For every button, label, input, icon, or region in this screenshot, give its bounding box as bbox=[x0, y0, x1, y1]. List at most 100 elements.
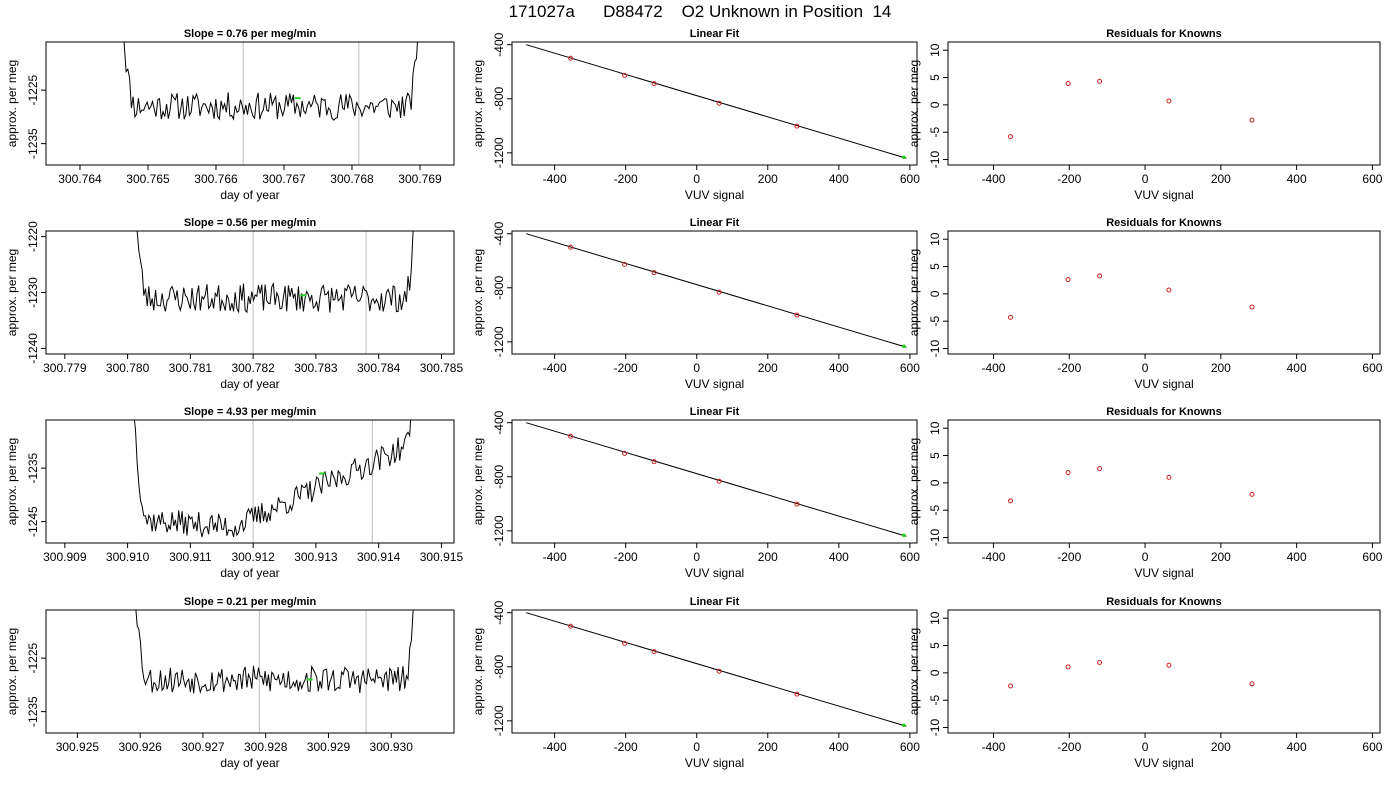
x-tick-label: 0 bbox=[1142, 740, 1149, 754]
x-tick-label: 300.930 bbox=[370, 740, 414, 754]
residual-point bbox=[1008, 134, 1014, 140]
plot-area bbox=[123, 42, 418, 165]
plot-frame bbox=[947, 609, 1381, 734]
plot-frame bbox=[511, 419, 918, 544]
y-tick-label: -400 bbox=[492, 221, 506, 245]
x-tick-label: 600 bbox=[900, 550, 920, 564]
x-tick-label: 300.909 bbox=[43, 550, 87, 564]
y-tick-label: -400 bbox=[492, 32, 506, 56]
y-tick-label: -1235 bbox=[26, 696, 40, 727]
y-axis-label: approx. per meg bbox=[907, 60, 921, 147]
known-point bbox=[794, 312, 800, 318]
panel-trace-row4: Slope = 0.21 per meg/min 300.925 300.926 30… bbox=[5, 596, 455, 770]
y-tick-label: -1220 bbox=[26, 221, 40, 252]
plot-area bbox=[526, 422, 907, 538]
x-tick-label: -200 bbox=[614, 172, 638, 186]
panel-residuals-row1: Residuals for Knowns -400 -200 0 200 400 600 VU… bbox=[907, 28, 1383, 202]
unknown-point bbox=[902, 344, 906, 349]
chart-title: Linear Fit bbox=[690, 406, 740, 418]
y-tick-label: -800 bbox=[492, 464, 506, 488]
plot-area bbox=[135, 610, 414, 733]
x-tick-label: 600 bbox=[900, 740, 920, 754]
x-tick-label: 0 bbox=[1142, 361, 1149, 375]
x-tick-label: 300.910 bbox=[106, 550, 150, 564]
y-tick-label: 10 bbox=[928, 611, 942, 625]
y-tick-label: -400 bbox=[492, 600, 506, 624]
panel-residuals-row2: Residuals for Knowns -400 -200 0 200 400 600 VU… bbox=[907, 217, 1383, 391]
residual-point bbox=[1008, 683, 1014, 689]
plot-frame bbox=[45, 419, 455, 544]
panel-fit-row2: Linear Fit -400 -200 0 200 400 600 VUV signal -4… bbox=[471, 217, 920, 391]
y-tick-label: -1200 bbox=[492, 705, 506, 736]
y-tick-label: 10 bbox=[928, 43, 942, 57]
residual-point bbox=[1249, 304, 1255, 310]
known-point bbox=[716, 478, 722, 484]
x-tick-label: 0 bbox=[693, 172, 700, 186]
panel-fit-row1: Linear Fit -400 -200 0 200 400 600 VUV signal -4… bbox=[471, 28, 920, 202]
plot-area bbox=[526, 612, 907, 728]
y-tick-label: 0 bbox=[928, 290, 942, 297]
plot-frame bbox=[947, 41, 1381, 166]
y-axis-label: approx. per meg bbox=[5, 628, 19, 715]
x-tick-label: 400 bbox=[829, 361, 849, 375]
x-tick-label: 300.913 bbox=[294, 550, 338, 564]
residual-point bbox=[1008, 314, 1014, 320]
signal-trace bbox=[136, 231, 414, 314]
y-axis-label: approx. per meg bbox=[5, 249, 19, 336]
residual-point bbox=[1166, 98, 1172, 104]
x-tick-label: 300.925 bbox=[56, 740, 100, 754]
y-tick-label: -1235 bbox=[26, 128, 40, 159]
y-tick-label: 5 bbox=[928, 452, 942, 459]
x-tick-label: -200 bbox=[614, 740, 638, 754]
x-tick-label: 300.926 bbox=[118, 740, 162, 754]
x-tick-label: -400 bbox=[543, 361, 567, 375]
y-axis-label: approx. per meg bbox=[907, 249, 921, 336]
known-point bbox=[568, 244, 574, 250]
chart-title: Linear Fit bbox=[690, 28, 740, 40]
y-tick-label: -5 bbox=[928, 505, 942, 516]
residual-point bbox=[1065, 469, 1071, 475]
x-axis-label: VUV signal bbox=[685, 377, 744, 391]
signal-trace bbox=[135, 610, 414, 695]
y-tick-label: -800 bbox=[492, 654, 506, 678]
x-tick-label: 300.779 bbox=[43, 361, 87, 375]
y-tick-label: 10 bbox=[928, 232, 942, 246]
y-tick-label: -1225 bbox=[26, 642, 40, 673]
chart-title: Linear Fit bbox=[690, 596, 740, 608]
y-tick-label: -5 bbox=[928, 695, 942, 706]
y-tick-label: -800 bbox=[492, 275, 506, 299]
plot-frame bbox=[45, 230, 455, 355]
y-axis-label: approx. per meg bbox=[907, 628, 921, 715]
x-tick-label: -200 bbox=[614, 361, 638, 375]
y-tick-label: 0 bbox=[928, 669, 942, 676]
x-tick-label: 200 bbox=[1211, 172, 1231, 186]
x-tick-label: -200 bbox=[1057, 172, 1081, 186]
x-tick-label: 300.782 bbox=[231, 361, 275, 375]
x-tick-label: 600 bbox=[1362, 550, 1382, 564]
residual-point bbox=[1249, 117, 1255, 123]
x-tick-label: 400 bbox=[829, 172, 849, 186]
x-tick-label: 400 bbox=[829, 740, 849, 754]
known-point bbox=[651, 270, 657, 276]
known-point bbox=[622, 450, 628, 456]
x-tick-label: 400 bbox=[1287, 550, 1307, 564]
unknown-point bbox=[902, 533, 906, 538]
known-point bbox=[651, 649, 657, 655]
x-tick-label: 600 bbox=[1362, 172, 1382, 186]
x-axis-label: VUV signal bbox=[1134, 377, 1193, 391]
plot-area bbox=[526, 44, 907, 160]
known-point bbox=[622, 261, 628, 267]
y-tick-label: -10 bbox=[928, 529, 942, 547]
panel-trace-row2: Slope = 0.56 per meg/min 300.779 300.780 30… bbox=[5, 217, 463, 391]
panel-trace-row1: Slope = 0.76 per meg/min 300.764 300.765 30… bbox=[5, 28, 455, 202]
x-tick-label: 200 bbox=[1211, 740, 1231, 754]
x-tick-label: 300.767 bbox=[262, 172, 306, 186]
y-tick-label: -1230 bbox=[26, 277, 40, 308]
chart-title: Slope = 4.93 per meg/min bbox=[184, 406, 317, 418]
fit-line bbox=[526, 422, 907, 537]
unknown-point bbox=[902, 723, 906, 728]
known-point bbox=[716, 289, 722, 295]
panel-residuals-row4: Residuals for Knowns -400 -200 0 200 400 600 VU… bbox=[907, 596, 1383, 770]
x-axis-label: VUV signal bbox=[1134, 756, 1193, 770]
